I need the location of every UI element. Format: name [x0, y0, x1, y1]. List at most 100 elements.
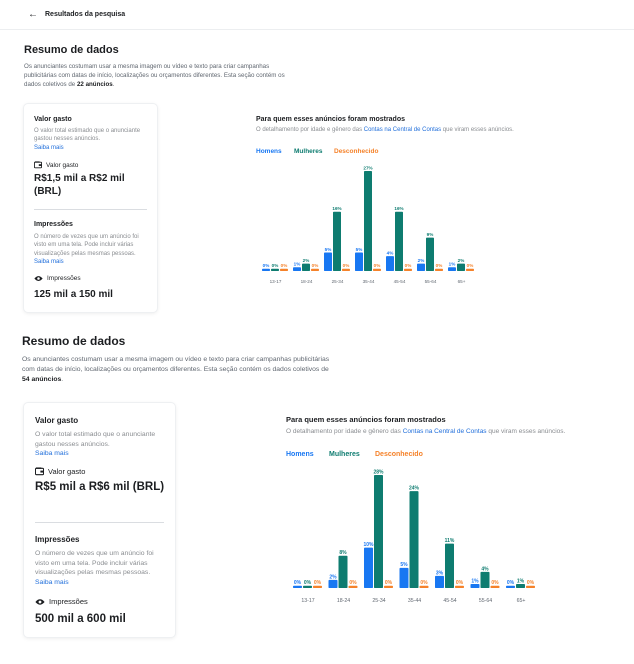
bar-homens-25-34[interactable] [324, 252, 332, 271]
impressions-description: O número de vezes que um anúncio foi vis… [35, 549, 167, 587]
impressions-label-row: Impressões [34, 275, 81, 282]
legend-desconhecido[interactable]: Desconhecido [334, 148, 379, 155]
bar-desconhecido-45-54[interactable] [404, 268, 412, 271]
learn-more-link[interactable]: Saiba mais [35, 450, 69, 458]
bar-value-label: 0% [385, 580, 393, 586]
x-tick-label: 65+ [517, 598, 526, 604]
learn-more-link[interactable]: Saiba mais [35, 578, 69, 586]
x-tick-label: 45-54 [394, 279, 406, 284]
bar-value-label: 1% [294, 262, 301, 267]
spend-heading: Valor gasto [35, 416, 79, 425]
bar-desconhecido-18-24[interactable] [311, 268, 319, 271]
x-tick-label: 65+ [458, 279, 466, 284]
legend-homens[interactable]: Homens [286, 451, 314, 458]
bar-value-label: 24% [409, 486, 420, 492]
bar-value-label: 0% [456, 580, 464, 586]
bar-homens-55-64[interactable] [470, 583, 480, 588]
bar-mulheres-65+[interactable] [457, 263, 465, 271]
impressions-heading: Impressões [34, 221, 73, 228]
bar-homens-45-54[interactable] [386, 256, 394, 271]
bar-desconhecido-65+[interactable] [526, 585, 535, 588]
bar-desconhecido-35-44[interactable] [419, 585, 429, 588]
learn-more-link[interactable]: Saiba mais [34, 259, 64, 266]
bar-desconhecido-35-44[interactable] [373, 268, 381, 271]
bar-value-label: 0% [312, 263, 319, 268]
legend-mulheres[interactable]: Mulheres [329, 451, 360, 458]
eye-icon [35, 598, 45, 605]
bar-mulheres-55-64[interactable] [426, 237, 434, 271]
bar-value-label: 3% [436, 570, 444, 576]
spend-description: O valor total estimado que o anunciante … [35, 430, 167, 459]
bar-homens-35-44[interactable] [355, 252, 363, 271]
spend-card: Valor gasto O valor total estimado que o… [24, 104, 157, 312]
data-summary-section: Resumo de dados Os anunciantes costumam … [0, 0, 634, 320]
bar-mulheres-13-17[interactable] [303, 585, 312, 588]
bar-value-label: 1% [449, 262, 456, 267]
x-tick-label: 13-17 [301, 598, 314, 604]
legend-homens[interactable]: Homens [256, 148, 282, 155]
impressions-value: 500 mil a 600 mil [35, 613, 126, 625]
bar-homens-13-17[interactable] [262, 268, 270, 271]
bar-desconhecido-25-34[interactable] [342, 268, 350, 271]
bar-homens-13-17[interactable] [293, 585, 302, 588]
bar-homens-65+[interactable] [506, 585, 515, 588]
bar-homens-65+[interactable] [448, 267, 456, 271]
bar-homens-18-24[interactable] [328, 579, 338, 588]
bar-desconhecido-13-17[interactable] [313, 585, 322, 588]
bar-value-label: 0% [420, 580, 428, 586]
accounts-center-link[interactable]: Contas na Central de Contas [402, 428, 487, 435]
bar-mulheres-35-44[interactable] [409, 491, 419, 588]
legend-mulheres[interactable]: Mulheres [294, 148, 323, 155]
bar-value-label: 0% [272, 263, 279, 268]
bar-desconhecido-45-54[interactable] [455, 585, 464, 588]
description-end: . [112, 80, 115, 88]
x-tick-label: 35-44 [363, 279, 375, 284]
bar-mulheres-25-34[interactable] [333, 211, 341, 271]
bar-homens-25-34[interactable] [364, 547, 373, 588]
bar-value-label: 0% [507, 580, 515, 586]
bar-desconhecido-65+[interactable] [466, 268, 474, 271]
description-text: Os anunciantes costumam usar a mesma ima… [22, 356, 330, 373]
spend-label-row: Valor gasto [34, 161, 78, 169]
bar-value-label: 0% [343, 263, 350, 268]
bar-desconhecido-55-64[interactable] [435, 268, 443, 271]
bar-mulheres-45-54[interactable] [445, 543, 454, 588]
bar-mulheres-18-24[interactable] [302, 263, 310, 271]
bar-desconhecido-18-24[interactable] [348, 585, 358, 588]
bar-mulheres-25-34[interactable] [374, 475, 383, 588]
learn-more-link[interactable]: Saiba mais [34, 144, 64, 151]
bar-mulheres-13-17[interactable] [271, 268, 279, 271]
accounts-center-link[interactable]: Contas na Central de Contas [363, 127, 442, 133]
bar-value-label: 0% [281, 263, 288, 268]
impressions-description-text: O número de vezes que um anúncio foi vis… [35, 550, 154, 577]
bar-homens-18-24[interactable] [293, 267, 301, 271]
section-title: Resumo de dados [24, 44, 119, 56]
data-summary-section: Resumo de dados Os anunciantes costumam … [0, 320, 634, 664]
bar-value-label: 10% [363, 542, 374, 548]
bar-value-label: 5% [325, 247, 332, 252]
bar-desconhecido-25-34[interactable] [384, 585, 393, 588]
x-tick-label: 35-44 [408, 598, 421, 604]
bar-homens-35-44[interactable] [399, 567, 409, 588]
bar-desconhecido-55-64[interactable] [490, 585, 500, 588]
bar-homens-55-64[interactable] [417, 263, 425, 271]
bar-mulheres-45-54[interactable] [395, 211, 403, 271]
spend-description-text: O valor total estimado que o anunciante … [34, 128, 141, 143]
bar-desconhecido-13-17[interactable] [280, 268, 288, 271]
bar-mulheres-65+[interactable] [516, 583, 525, 588]
chart-subtitle-end: que viram esses anúncios. [486, 428, 566, 435]
bar-mulheres-35-44[interactable] [364, 171, 372, 271]
legend-desconhecido[interactable]: Desconhecido [375, 451, 423, 458]
spend-label: Valor gasto [46, 161, 79, 169]
x-tick-label: 18-24 [337, 598, 350, 604]
bar-value-label: 2% [418, 258, 425, 263]
bar-value-label: 2% [458, 258, 465, 263]
bar-mulheres-55-64[interactable] [480, 571, 490, 588]
page-title: Resultados da pesquisa [45, 11, 126, 18]
bar-mulheres-18-24[interactable] [338, 555, 348, 588]
bar-homens-45-54[interactable] [435, 575, 444, 588]
x-tick-label: 55-64 [479, 598, 492, 604]
arrow-left-icon[interactable]: ← [28, 9, 38, 20]
section-description: Os anunciantes costumam usar a mesma ima… [22, 355, 332, 385]
impressions-label-row: Impressões [35, 597, 88, 606]
